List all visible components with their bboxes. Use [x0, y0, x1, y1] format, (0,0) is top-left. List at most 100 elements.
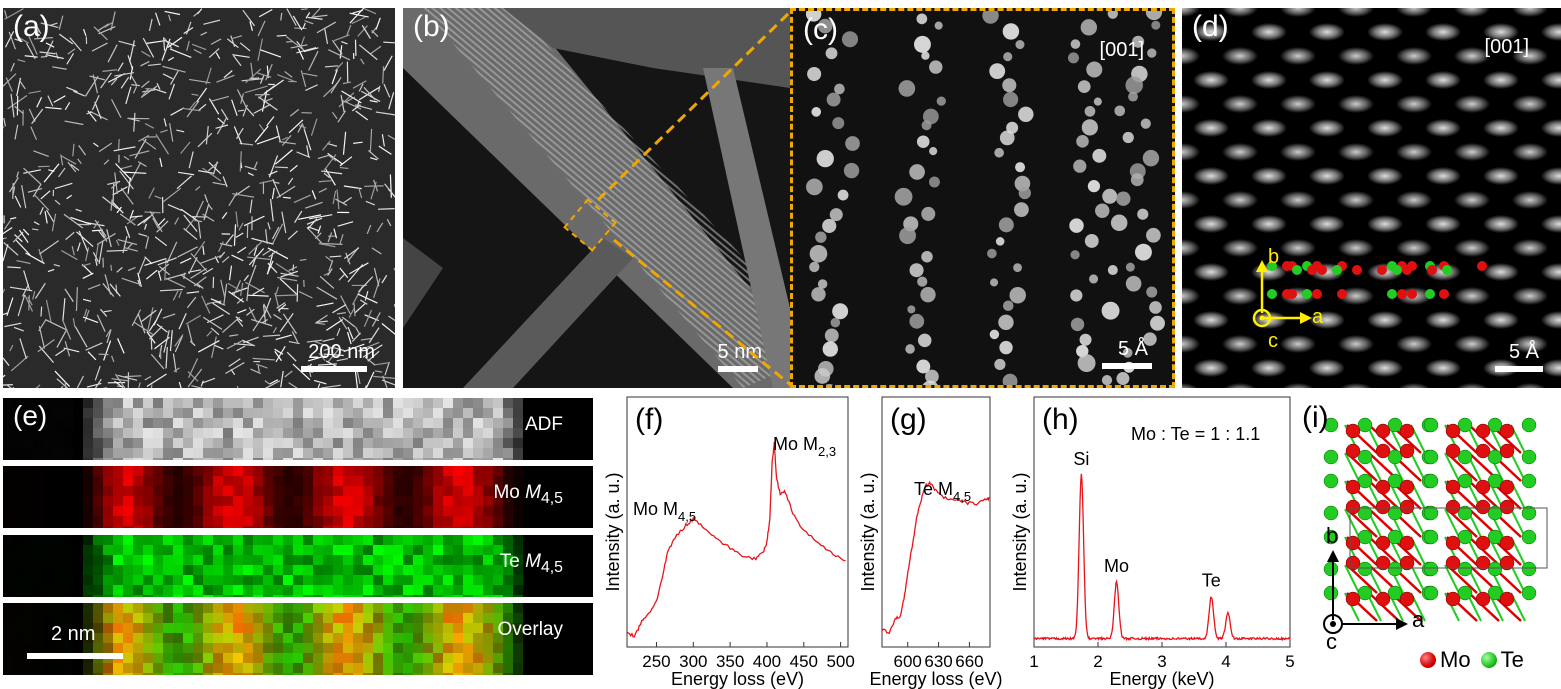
panel-label-c: (c): [803, 13, 838, 46]
mo-atom: [1475, 443, 1491, 459]
te-atom: [1357, 529, 1373, 545]
te-atom: [1323, 505, 1339, 521]
te-atom: [1323, 585, 1339, 601]
zone-axis-label: [001]: [1484, 36, 1529, 58]
mo-legend-marker: [1420, 652, 1436, 668]
mo-atom: [1345, 535, 1361, 551]
x-axis-label: Energy (keV): [1109, 669, 1214, 689]
x-tick-label: 400: [753, 652, 781, 671]
mo-atom: [1399, 591, 1415, 607]
te-atom: [1357, 449, 1373, 465]
strip-label-adf: ADF: [525, 414, 563, 435]
strip-overlay: Overlay 2 nm: [3, 603, 593, 675]
x-tick-label: 250: [642, 652, 670, 671]
mo-atom: [1499, 499, 1515, 515]
te-atom: [1323, 529, 1339, 545]
mo-atom: [1345, 443, 1361, 459]
mo-atom: [1345, 499, 1361, 515]
te-atom: [1387, 417, 1403, 433]
spectrum-curve: [626, 441, 846, 638]
mo-atom: [1375, 535, 1391, 551]
scale-bar: [1495, 366, 1543, 372]
x-tick-label: 2: [1093, 652, 1102, 671]
chart-h: 1 2 3 4 5 Energy (keV) Intensity (a. u.) (h) Mo …: [1010, 396, 1295, 689]
x-tick-label: 5: [1285, 652, 1294, 671]
scale-bar-label: 5 Å: [1508, 341, 1539, 363]
panel-label-e: (e): [13, 400, 48, 431]
peak-label: Te: [1202, 571, 1221, 591]
mo-atom: [1499, 443, 1515, 459]
mo-atom: [1475, 591, 1491, 607]
te-atom: [1387, 561, 1403, 577]
legend-mo: Mo: [1440, 647, 1471, 672]
te-atom: [1457, 449, 1473, 465]
x-tick-label: 660: [955, 652, 983, 671]
x-tick-label: 300: [679, 652, 707, 671]
te-atom: [1423, 449, 1439, 465]
x-tick-label: 3: [1157, 652, 1166, 671]
axis-b-label: b: [1326, 523, 1339, 548]
atom-model-overlay: [1252, 260, 1487, 328]
unit-cell: [1349, 507, 1548, 569]
te-atom: [1357, 417, 1373, 433]
axis-b-arrowhead: [1256, 260, 1268, 272]
y-axis-label: Intensity (a. u.): [603, 472, 623, 591]
te-atom: [1521, 417, 1537, 433]
axis-a-arrowhead: [1300, 312, 1312, 324]
panel-i-crystal-structure: (i) b a c Mo Te: [1290, 395, 1561, 689]
te-atom: [1487, 417, 1503, 433]
te-atom: [1521, 449, 1537, 465]
y-axis-label: Intensity (a. u.): [1010, 472, 1030, 591]
mo-atom: [1445, 423, 1461, 439]
mo-atom: [1499, 479, 1515, 495]
panel-c-hrstem-image: (c) [001] 5 Å: [790, 8, 1175, 388]
te-atom: [1521, 505, 1537, 521]
te-atom: [1457, 561, 1473, 577]
te-atom: [1323, 449, 1339, 465]
te-atom: [1487, 505, 1503, 521]
panel-d-simulated-image: (d) [001] b a c 5 Å: [1182, 8, 1561, 388]
te-atom: [1487, 473, 1503, 489]
te-atom: [1487, 449, 1503, 465]
te-atom: [1423, 561, 1439, 577]
mo-atom: [1375, 555, 1391, 571]
scale-bar: [27, 653, 123, 659]
panel-label-a: (a): [13, 10, 50, 43]
mo-atom: [1375, 423, 1391, 439]
crystal-structure-model: [1323, 417, 1548, 634]
mo-atom: [1375, 443, 1391, 459]
annotation-te-m45: Te M4,5: [914, 479, 971, 504]
mo-atom: [1375, 499, 1391, 515]
axis-c-label: c: [1326, 629, 1337, 654]
te-atom: [1423, 473, 1439, 489]
te-legend-marker: [1480, 652, 1497, 668]
chart-f: 250 300 350 400 450 500 Energy loss (eV) Intens…: [603, 396, 855, 689]
mo-atom: [1345, 591, 1361, 607]
te-atom: [1387, 449, 1403, 465]
te-atom: [1487, 585, 1503, 601]
annotation-mo-m45: Mo M4,5: [633, 499, 696, 524]
mo-atom: [1475, 555, 1491, 571]
mo-atom: [1399, 535, 1415, 551]
te-atom: [1323, 561, 1339, 577]
mo-atom: [1445, 443, 1461, 459]
te-atom: [1521, 473, 1537, 489]
te-atom: [1457, 473, 1473, 489]
axis-c-icon: [1323, 614, 1343, 634]
axis-c-icon: [1252, 308, 1272, 328]
axis-a-label: a: [1412, 607, 1425, 632]
te-atom: [1423, 505, 1439, 521]
te-atom: [1387, 505, 1403, 521]
spectrum-curve: [1033, 473, 1291, 642]
te-atom: [1521, 529, 1537, 545]
strip-label-te: Te M4,5: [499, 551, 563, 576]
te-atom: [1457, 529, 1473, 545]
panel-label-i: (i): [1302, 401, 1329, 434]
te-atom: [1423, 417, 1439, 433]
scale-bar-label: 5 Å: [1117, 338, 1148, 360]
strip-label-mo: Mo M4,5: [493, 482, 563, 507]
plot-frame: [626, 396, 849, 648]
zone-axis-label: [001]: [1099, 39, 1144, 61]
x-tick-label: 350: [716, 652, 744, 671]
